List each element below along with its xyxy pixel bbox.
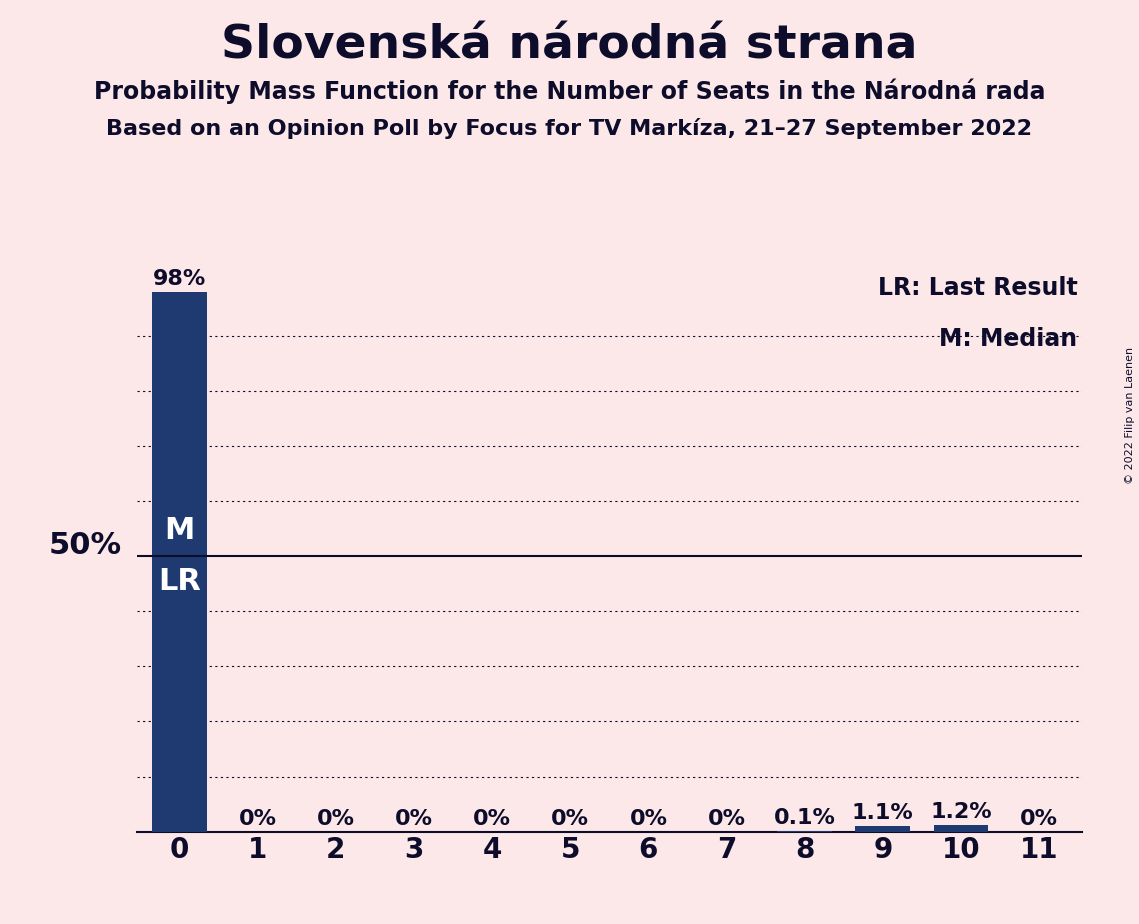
Text: M: Median: M: Median xyxy=(940,327,1077,351)
Text: 50%: 50% xyxy=(49,530,122,560)
Text: 0%: 0% xyxy=(551,808,589,829)
Text: 0%: 0% xyxy=(707,808,746,829)
Text: Based on an Opinion Poll by Focus for TV Markíza, 21–27 September 2022: Based on an Opinion Poll by Focus for TV… xyxy=(107,118,1032,140)
Bar xyxy=(153,292,207,832)
Text: 0%: 0% xyxy=(473,808,511,829)
Text: 0%: 0% xyxy=(630,808,667,829)
Text: 98%: 98% xyxy=(153,269,206,289)
Text: LR: Last Result: LR: Last Result xyxy=(877,276,1077,300)
Text: Probability Mass Function for the Number of Seats in the Národná rada: Probability Mass Function for the Number… xyxy=(93,79,1046,104)
Text: © 2022 Filip van Laenen: © 2022 Filip van Laenen xyxy=(1125,347,1134,484)
Text: Slovenská národná strana: Slovenská národná strana xyxy=(221,23,918,68)
Bar xyxy=(855,825,910,832)
Bar xyxy=(934,825,989,832)
Text: 0%: 0% xyxy=(317,808,355,829)
Text: 0%: 0% xyxy=(239,808,277,829)
Text: 0%: 0% xyxy=(395,808,433,829)
Text: 0.1%: 0.1% xyxy=(773,808,836,828)
Text: 1.2%: 1.2% xyxy=(931,802,992,822)
Text: M: M xyxy=(164,517,195,545)
Text: 0%: 0% xyxy=(1021,808,1058,829)
Text: LR: LR xyxy=(158,567,202,596)
Text: 1.1%: 1.1% xyxy=(852,803,913,822)
